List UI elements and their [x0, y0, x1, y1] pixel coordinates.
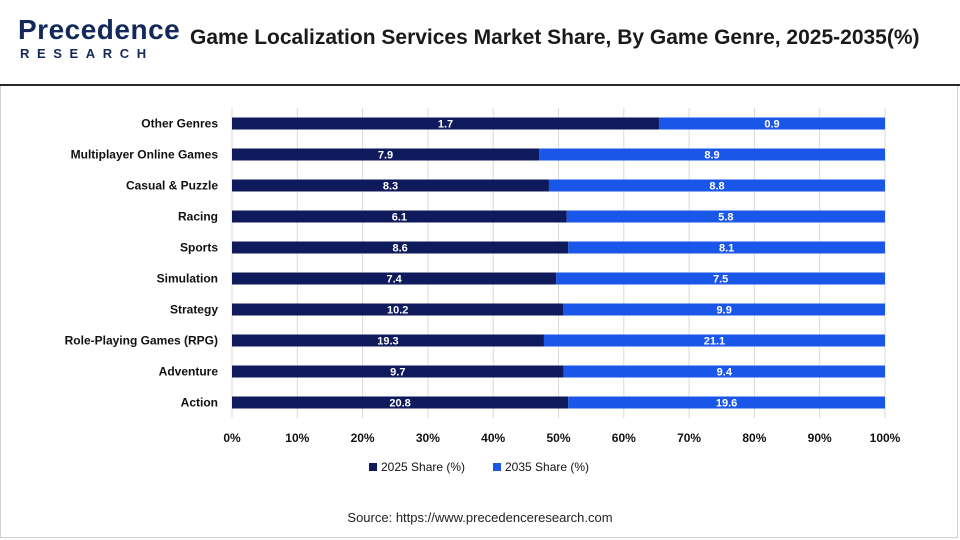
bar-2035 [658, 117, 885, 130]
x-tick-label: 70% [677, 431, 701, 445]
bar-2035 [563, 303, 885, 316]
x-tick-label: 20% [351, 431, 375, 445]
logo-subtitle: RESEARCH [20, 46, 154, 61]
data-label-2035: 7.5 [713, 274, 728, 286]
data-label-2035: 5.8 [718, 212, 733, 224]
data-label-2025: 20.8 [389, 398, 410, 410]
category-label: Role-Playing Games (RPG) [65, 334, 218, 348]
bar-2025 [232, 396, 569, 409]
data-label-2025: 7.4 [387, 274, 403, 286]
data-label-2035: 9.4 [717, 367, 733, 379]
bar-2025 [232, 303, 564, 316]
logo-wordmark: Precedence [18, 14, 181, 45]
bar-2035 [568, 241, 885, 254]
bar-2035 [548, 179, 885, 192]
bar-2035 [539, 148, 885, 161]
legend-swatch-2025 [369, 463, 377, 471]
data-label-2025: 7.9 [378, 150, 393, 162]
header: Precedence RESEARCH Game Localization Se… [0, 0, 960, 84]
bar-2025 [232, 179, 549, 192]
bar-2025 [232, 210, 567, 223]
data-label-2035: 0.9 [764, 119, 779, 131]
legend-label-2025: 2025 Share (%) [381, 460, 465, 474]
source-note[interactable]: Source: https://www.precedenceresearch.c… [347, 510, 613, 525]
category-label: Casual & Puzzle [126, 179, 218, 193]
bar-2025 [232, 272, 557, 285]
data-label-2035: 19.6 [716, 398, 737, 410]
x-tick-label: 10% [285, 431, 309, 445]
data-label-2035: 8.1 [719, 243, 734, 255]
x-tick-label: 90% [808, 431, 832, 445]
data-label-2035: 9.9 [717, 305, 732, 317]
logo[interactable]: Precedence RESEARCH [18, 14, 180, 70]
data-label-2035: 21.1 [704, 336, 725, 348]
category-label: Other Genres [141, 117, 218, 131]
x-tick-label: 100% [870, 431, 901, 445]
bar-2025 [232, 117, 659, 130]
chart-frame [0, 86, 958, 538]
legend-label-2035: 2035 Share (%) [505, 460, 589, 474]
category-label: Simulation [157, 272, 218, 286]
x-tick-label: 30% [416, 431, 440, 445]
data-label-2025: 19.3 [377, 336, 398, 348]
bar-2035 [563, 365, 885, 378]
category-label: Action [181, 396, 218, 410]
data-label-2035: 8.8 [709, 181, 724, 193]
bar-2025 [232, 148, 540, 161]
bar-2035 [566, 210, 885, 223]
bar-2035 [556, 272, 885, 285]
data-label-2025: 9.7 [390, 367, 405, 379]
chart-title: Game Localization Services Market Share,… [190, 26, 920, 49]
x-tick-label: 60% [612, 431, 636, 445]
data-label-2025: 10.2 [387, 305, 408, 317]
bar-2025 [232, 365, 564, 378]
category-label: Sports [180, 241, 218, 255]
data-label-2025: 1.7 [438, 119, 453, 131]
bar-2025 [232, 334, 544, 347]
bar-2025 [232, 241, 569, 254]
x-tick-label: 50% [546, 431, 570, 445]
category-label: Racing [178, 210, 218, 224]
data-label-2035: 8.9 [704, 150, 719, 162]
category-label: Multiplayer Online Games [71, 148, 219, 162]
data-label-2025: 8.6 [392, 243, 407, 255]
data-label-2025: 6.1 [392, 212, 407, 224]
header-divider [0, 84, 960, 86]
x-tick-label: 0% [223, 431, 241, 445]
legend-swatch-2035 [493, 463, 501, 471]
x-tick-label: 40% [481, 431, 505, 445]
bar-2035 [568, 396, 885, 409]
category-label: Strategy [170, 303, 218, 317]
data-label-2025: 8.3 [383, 181, 398, 193]
bar-2035 [543, 334, 885, 347]
category-label: Adventure [159, 365, 219, 379]
x-tick-label: 80% [742, 431, 766, 445]
